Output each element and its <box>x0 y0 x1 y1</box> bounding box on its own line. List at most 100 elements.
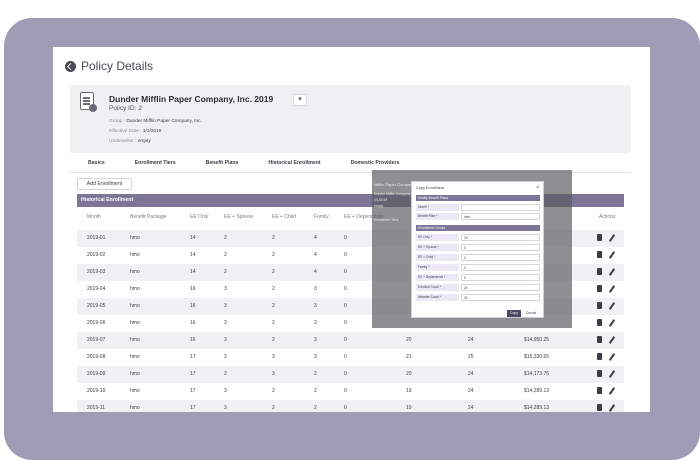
underwriter-value: empty <box>137 139 151 144</box>
field-label: Month * <box>416 204 459 211</box>
edit-pencil-icon[interactable] <box>608 387 616 395</box>
member-count-input[interactable]: 24 <box>461 294 540 301</box>
tab-domestic-providers[interactable]: Domestic Providers <box>350 160 400 166</box>
cell-ee-dependents: 0 <box>344 354 347 360</box>
header-family[interactable]: Family <box>314 214 329 220</box>
copy-button[interactable]: Copy <box>507 310 521 317</box>
cell-month: 2019-04 <box>87 286 106 292</box>
tab-basics[interactable]: Basics <box>88 160 105 166</box>
tab-historical-enrollment[interactable]: Historical Enrollment <box>253 157 336 173</box>
cell-ee-child: 3 <box>272 354 275 360</box>
copy-icon[interactable] <box>597 302 602 309</box>
copy-icon[interactable] <box>597 353 602 360</box>
underwriter-line: Underwriter : empty <box>109 139 151 144</box>
cell-members: 24 <box>468 405 474 411</box>
ee-spouse-input[interactable]: 3 <box>461 244 540 251</box>
cell-package: hmo <box>130 354 140 360</box>
cell-package: hmo <box>130 303 140 309</box>
copy-icon[interactable] <box>597 268 602 275</box>
cell-ee-spouse: 3 <box>224 405 227 411</box>
tab-benefit-plans[interactable]: Benefit Plans <box>205 160 239 166</box>
edit-pencil-icon[interactable] <box>608 285 616 293</box>
field-label: EE Only * <box>416 234 459 241</box>
cell-ee-only: 16 <box>190 303 196 309</box>
app-screen: Policy Details Dunder Mifflin Paper Comp… <box>53 47 650 412</box>
cell-family: 3 <box>314 303 317 309</box>
ee-child-input[interactable]: 2 <box>461 254 540 261</box>
family-input[interactable]: 3 <box>461 264 540 271</box>
header-benefit-package[interactable]: Benefit Package <box>130 214 167 220</box>
header-ee-only[interactable]: EE Only <box>190 214 209 220</box>
cell-ee-dependents: 0 <box>344 405 347 411</box>
field-label: Family * <box>416 264 459 271</box>
cancel-button[interactable]: Cancel <box>525 311 537 315</box>
cell-month: 2019-05 <box>87 303 106 309</box>
edit-pencil-icon[interactable] <box>608 302 616 310</box>
edit-pencil-icon[interactable] <box>608 268 616 276</box>
cell-family: 4 <box>314 252 317 258</box>
copy-icon[interactable] <box>597 370 602 377</box>
month-select[interactable] <box>461 204 540 211</box>
header-ee-spouse[interactable]: EE + Spouse <box>224 214 254 220</box>
edit-pencil-icon[interactable] <box>608 353 616 361</box>
table-row: 2019-09 hmo 17 2 3 2 0 20 24 $14,173.76 <box>77 366 624 383</box>
back-arrow-icon[interactable] <box>65 60 76 72</box>
modal-section-enrollment-counts: Enrollment Counts <box>416 225 540 231</box>
edit-pencil-icon[interactable] <box>608 234 616 242</box>
table-row: 2019-10 hmo 17 3 2 2 0 19 24 $14,289.13 <box>77 383 624 400</box>
copy-icon[interactable] <box>597 234 602 241</box>
cell-ee-child: 2 <box>272 388 275 394</box>
copy-icon[interactable] <box>597 251 602 258</box>
cell-ee-only: 14 <box>190 235 196 241</box>
cell-enrolled: 20 <box>406 371 412 377</box>
cell-ee-only: 16 <box>190 337 196 343</box>
cell-month: 2019-03 <box>87 269 106 275</box>
cell-ee-child: 2 <box>272 337 275 343</box>
modal-field-benefit-plan: Benefit Plan * hmo <box>416 213 540 220</box>
effective-date-line: Effective Date : 1/1/2019 <box>109 129 161 134</box>
ee-dependents-input[interactable]: 0 <box>461 274 540 281</box>
ee-only-input[interactable]: 16 <box>461 234 540 241</box>
close-icon[interactable]: × <box>536 185 539 191</box>
effective-date-value: 1/1/2019 <box>142 129 162 134</box>
cell-ee-only: 16 <box>190 320 196 326</box>
cell-enrolled: 21 <box>406 354 412 360</box>
backdrop-title: Mifflin Paper Company <box>374 182 415 187</box>
header-month[interactable]: Month <box>87 214 101 220</box>
tab-enrollment-tiers[interactable]: Enrollment Tiers <box>134 160 176 166</box>
cell-ee-dependents: 0 <box>344 303 347 309</box>
cell-family: 3 <box>314 320 317 326</box>
cell-members: 24 <box>468 337 474 343</box>
policy-summary-card: Dunder Mifflin Paper Company, Inc. 2019 … <box>70 85 631 153</box>
policy-dropdown-button[interactable]: ▾ <box>293 94 307 106</box>
table-row: 2019-08 hmo 17 2 3 3 0 21 25 $15,330.65 <box>77 349 624 366</box>
cell-ee-spouse: 2 <box>224 371 227 377</box>
benefit-plan-select[interactable]: hmo <box>461 213 540 220</box>
copy-icon[interactable] <box>597 404 602 411</box>
field-label: EE + Child * <box>416 254 459 261</box>
enrolled-count-input[interactable]: 20 <box>461 284 540 291</box>
edit-pencil-icon[interactable] <box>608 370 616 378</box>
table-row: 2019-11 hmo 17 3 2 2 0 19 24 $14,289.13 <box>77 400 624 412</box>
table-row: 2019-02 hmo 14 2 2 4 0 <box>77 247 624 264</box>
copy-icon[interactable] <box>597 387 602 394</box>
cell-package: hmo <box>130 405 140 411</box>
copy-icon[interactable] <box>597 319 602 326</box>
header-ee-child[interactable]: EE + Child <box>272 214 296 220</box>
cell-month: 2019-11 <box>87 405 105 411</box>
cell-ee-only: 17 <box>190 354 196 360</box>
add-enrollment-button[interactable]: Add Enrollment <box>77 178 132 190</box>
cell-premium: $15,330.65 <box>524 354 550 360</box>
field-label: Member Count * <box>416 294 459 301</box>
cell-family: 4 <box>314 235 317 241</box>
copy-icon[interactable] <box>597 336 602 343</box>
edit-pencil-icon[interactable] <box>608 251 616 259</box>
cell-ee-spouse: 3 <box>224 337 227 343</box>
edit-pencil-icon[interactable] <box>608 319 616 327</box>
copy-icon[interactable] <box>597 285 602 292</box>
edit-pencil-icon[interactable] <box>608 336 616 344</box>
edit-pencil-icon[interactable] <box>608 404 616 412</box>
modal-field-ee-dependents: EE + Dependents * 0 <box>416 274 540 281</box>
header-ee-dependents[interactable]: EE + Dependents <box>344 214 384 220</box>
